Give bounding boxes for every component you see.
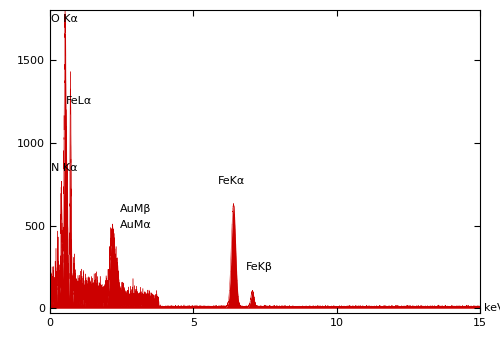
Text: FeKα: FeKα [218,176,245,186]
Text: AuMβ: AuMβ [120,204,152,214]
Text: FeKβ: FeKβ [246,262,272,272]
Text: keV: keV [484,303,500,313]
Text: N Kα: N Kα [51,163,78,173]
Text: AuMα: AuMα [120,221,152,230]
Text: FeLα: FeLα [66,96,92,106]
Text: O Kα: O Kα [52,14,78,24]
